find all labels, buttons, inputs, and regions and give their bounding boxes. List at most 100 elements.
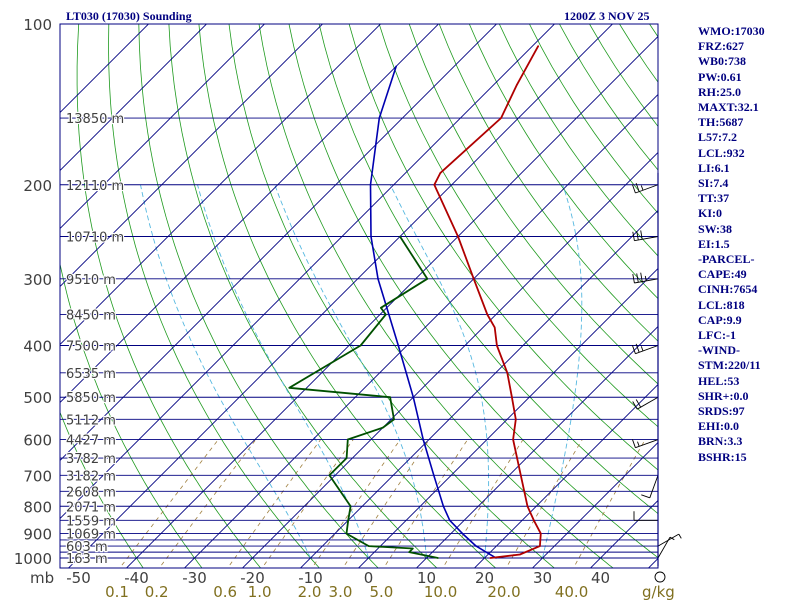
dewpoint-profile-point [382,426,384,429]
index-item: SHR+:0.0 [698,388,749,403]
sounding-profiles [288,45,542,559]
wind-barb [632,396,659,410]
wind-barb-flag [641,494,650,499]
index-item: EI:1.5 [698,236,730,251]
temperature-tick-label: 40 [591,569,610,587]
index-item: CAP:9.9 [698,312,742,327]
height-label: 6535 m [66,367,116,382]
wind-barb-flag [636,273,639,283]
index-item: LCL:818 [698,297,745,312]
mixing-ratio-unit-label: g/kg [642,583,675,600]
dewpoint-profile-point [345,532,348,535]
isotherm [531,441,658,568]
index-item: BSHR:15 [698,449,747,464]
pressure-tick-label: 700 [23,467,52,485]
isotherm [357,267,658,568]
parcel-path-point [433,474,435,477]
wind-barb-flag [640,272,643,282]
wind-barb-flag [632,231,635,241]
height-label: 1069 m [66,528,116,543]
isotherm [60,24,498,462]
pressure-tick-label: 200 [23,177,52,195]
temperature-profile-point [439,172,442,174]
pressure-tick-label: 600 [23,432,52,450]
height-label: 3782 m [66,452,116,467]
height-label: 2608 m [66,485,116,500]
height-label: 2071 m [66,500,116,515]
temperature-profile-point [533,519,535,522]
wind-barb-flag [632,401,638,410]
dewpoint-profile-point [412,547,414,550]
mixing-ratio-line [227,439,322,568]
index-item: CINH:7654 [698,282,758,297]
index-item: PW:0.61 [698,69,742,84]
mixing-ratio-line [442,439,524,568]
pressure-tick-label: 1000 [14,550,52,568]
temperature-profile-point [512,438,514,441]
wind-barb-staff [634,236,659,242]
mixing-ratio-line [573,439,646,568]
parcel-path-point [369,184,372,186]
height-label: 12110 m [66,179,124,194]
moist-adiabat [542,184,583,559]
dewpoint-profile-point [408,551,411,553]
mixing-ratio-line [119,439,219,568]
parcel-path-point [370,235,372,238]
pressure-tick-label: 500 [23,389,52,407]
dewpoint-profile-point [288,387,291,389]
observation-time: 1200Z 3 NOV 25 [564,9,650,23]
wind-barb [631,439,659,449]
wind-barb-half-flag [640,346,644,352]
dewpoint-profile-point [385,313,387,316]
mixing-ratio-tick-label: 3.0 [329,583,353,600]
mixing-ratio-tick-label: 10.0 [424,583,457,600]
dewpoint-profile-point [347,519,350,522]
height-label: 8450 m [66,309,116,324]
parcel-path [369,66,497,559]
chart-grid [60,24,658,568]
dry-adiabat [318,24,658,515]
parcel-path-point [422,438,425,441]
height-label: 5112 m [66,413,116,428]
temperature-tick-label: -10 [298,569,323,587]
isotherm [241,151,658,568]
index-item: SRDS:97 [698,404,745,419]
wind-barb [657,533,682,547]
index-item: WB0:738 [698,54,746,69]
parcel-path-point [378,117,381,119]
indices-list: WMO:17030 FRZ:627 WB0:738 PW:0.61 RH:25.0 MAX… [698,24,765,465]
mixing-ratio-tick-label: 0.2 [145,583,169,600]
temperature-profile-point [539,545,541,547]
index-item: KI:0 [698,206,722,221]
wind-barb-flag [635,343,640,353]
mixing-ratio-tick-label: 5.0 [369,583,393,600]
temperature-tick-label: -40 [124,569,149,587]
parcel-path-point [448,519,451,522]
dry-adiabat [228,24,555,568]
index-item: -PARCEL- [698,252,755,267]
temperature-tick-label: 30 [533,569,552,587]
wind-barb [633,511,659,521]
pressure-tick-label: 100 [23,16,52,34]
index-item: RH:25.0 [698,84,741,99]
index-item: TT:37 [698,191,730,206]
isotherm [67,24,614,568]
dewpoint-profile-point [328,474,331,477]
isotherm [473,383,658,568]
height-label: 10710 m [66,230,124,245]
parcel-path-point [461,532,464,535]
dewpoint-profile-point [380,307,382,309]
dry-adiabat [378,24,658,428]
dewpoint-profile-point [389,396,391,399]
index-item: FRZ:627 [698,39,744,54]
wind-barb-half-flag [644,275,647,281]
index-item: STM:220/11 [698,358,761,373]
height-label: 603 m [66,540,108,555]
index-item: BRN:3.3 [698,434,743,449]
wind-barb-flag [635,399,642,408]
dry-adiabat [589,24,658,128]
temperature-profile-point [496,344,498,347]
height-label: 163 m [66,552,108,567]
temperature-profile-point [537,45,539,47]
temperature-profile-point [472,278,475,280]
